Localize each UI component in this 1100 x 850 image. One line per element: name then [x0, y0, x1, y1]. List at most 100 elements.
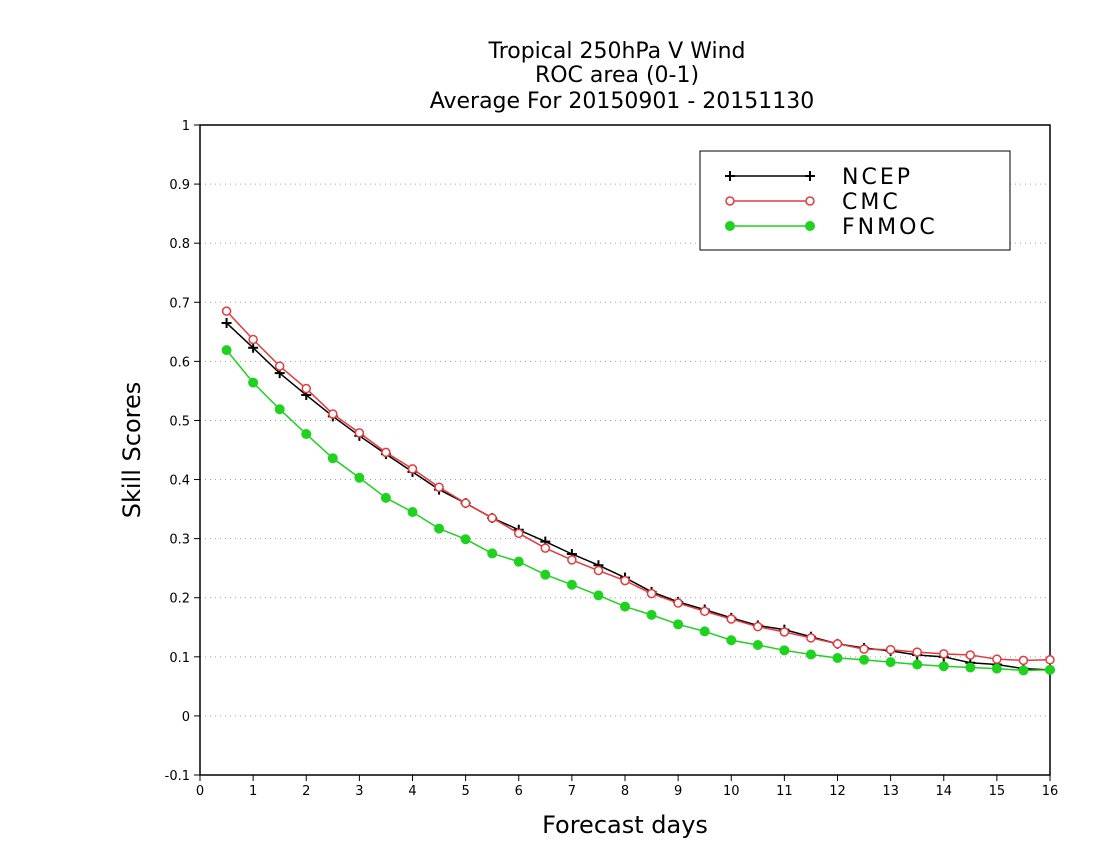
x-tick-label: 1 — [249, 784, 257, 799]
fnmoc-point — [673, 619, 684, 630]
x-tick-label: 14 — [935, 784, 952, 799]
title-line-3: Average For 20150901 - 20151130 — [430, 89, 815, 114]
cmc-point — [407, 464, 418, 474]
x-tick-label: 11 — [776, 784, 793, 799]
y-tick-label: 0 — [182, 710, 190, 725]
x-axis-title: Forecast days — [542, 811, 708, 839]
fnmoc-point — [699, 626, 710, 637]
cmc-point — [487, 513, 497, 523]
series-cmc — [221, 306, 1055, 666]
x-tick-label: 13 — [882, 784, 899, 799]
cmc-point — [939, 649, 949, 659]
series-layer — [221, 306, 1055, 676]
cmc-point — [646, 588, 657, 599]
fnmoc-point — [327, 453, 338, 464]
grid-lines — [200, 183, 1050, 717]
cmc-point — [1045, 655, 1055, 665]
legend-marker-ncep — [725, 171, 735, 181]
y-tick-label: 0.7 — [169, 296, 190, 311]
cmc-point — [274, 361, 285, 371]
cmc-point — [1018, 655, 1029, 666]
cmc-point — [460, 498, 471, 508]
legend-marker-cmc — [805, 196, 815, 206]
y-tick-label: 0.3 — [169, 533, 190, 548]
y-tick-label: 0.6 — [169, 355, 190, 370]
cmc-point — [806, 633, 816, 643]
y-tick-label: 0.2 — [169, 592, 190, 607]
fnmoc-point — [1018, 665, 1029, 676]
fnmoc-line — [225, 349, 1051, 672]
legend-marker-ncep — [805, 171, 815, 181]
cmc-point — [699, 606, 710, 617]
y-tick-label: 0.8 — [169, 237, 190, 252]
fnmoc-point — [779, 645, 790, 656]
title-line-2: ROC area (0-1) — [535, 63, 699, 88]
cmc-point — [354, 428, 365, 438]
x-tick-label: 10 — [723, 784, 740, 799]
fnmoc-point — [301, 429, 312, 440]
cmc-point — [726, 614, 736, 624]
x-tick-label: 2 — [302, 784, 310, 799]
fnmoc-point — [965, 662, 976, 673]
fnmoc-point — [885, 657, 896, 668]
legend-marker-fnmoc — [805, 221, 815, 231]
cmc-point — [514, 528, 524, 539]
fnmoc-point — [354, 472, 365, 483]
cmc-point — [832, 639, 843, 649]
fnmoc-point — [593, 590, 604, 601]
legend-label-cmc: CMC — [842, 190, 901, 215]
cmc-line — [226, 310, 1051, 662]
y-tick-label: 1 — [182, 119, 190, 134]
cmc-point — [593, 565, 604, 576]
x-tick-label: 4 — [408, 784, 416, 799]
cmc-point — [859, 644, 869, 654]
x-tick-label: 6 — [515, 784, 523, 799]
x-tick-label: 15 — [989, 784, 1006, 799]
y-tick-label: 0.5 — [169, 414, 190, 429]
fnmoc-point — [859, 654, 870, 665]
cmc-point — [381, 447, 391, 458]
fnmoc-point — [991, 663, 1002, 674]
cmc-point — [779, 627, 790, 637]
chart-title: Tropical 250hPa V Wind ROC area (0-1) Av… — [430, 39, 815, 114]
x-tick-label: 0 — [196, 784, 204, 799]
x-tick-label: 3 — [355, 784, 363, 799]
cmc-point — [301, 383, 311, 394]
series-ncep — [221, 317, 1055, 675]
y-tick-label: 0.9 — [169, 178, 190, 193]
fnmoc-point — [274, 404, 285, 415]
cmc-point — [885, 644, 896, 655]
series-fnmoc — [221, 345, 1055, 676]
fnmoc-point — [832, 653, 843, 663]
ncep-line — [226, 322, 1051, 671]
legend-marker-fnmoc — [725, 221, 735, 231]
fnmoc-point — [460, 534, 471, 545]
fnmoc-point — [620, 601, 630, 612]
fnmoc-point — [1045, 664, 1055, 675]
axis-ticks: -0.100.10.20.30.40.50.60.70.80.910 1 2 3 4 5 6… — [165, 119, 1059, 799]
fnmoc-point — [407, 507, 418, 518]
cmc-point — [673, 598, 683, 608]
cmc-point — [328, 409, 338, 419]
cmc-point — [567, 555, 577, 565]
cmc-point — [992, 654, 1002, 664]
cmc-point — [620, 575, 630, 586]
fnmoc-point — [380, 492, 391, 503]
x-tick-label: 7 — [568, 784, 576, 799]
title-line-1: Tropical 250hPa V Wind — [487, 39, 745, 64]
y-tick-label: 0.4 — [169, 474, 190, 489]
legend-label-ncep: NCEP — [842, 165, 913, 190]
cmc-point — [753, 621, 763, 632]
legend-marker-cmc — [725, 196, 735, 206]
y-tick-label: 0.1 — [169, 651, 190, 666]
fnmoc-point — [752, 640, 763, 650]
x-tick-label: 8 — [621, 784, 629, 799]
fnmoc-point — [912, 659, 923, 670]
legend-entry-fnmoc: FNMOC — [725, 215, 935, 240]
fnmoc-point — [805, 649, 816, 660]
cmc-point — [434, 482, 444, 492]
fnmoc-point — [513, 556, 524, 567]
cmc-point — [965, 650, 976, 660]
cmc-point — [540, 543, 551, 553]
cmc-point — [221, 306, 232, 316]
